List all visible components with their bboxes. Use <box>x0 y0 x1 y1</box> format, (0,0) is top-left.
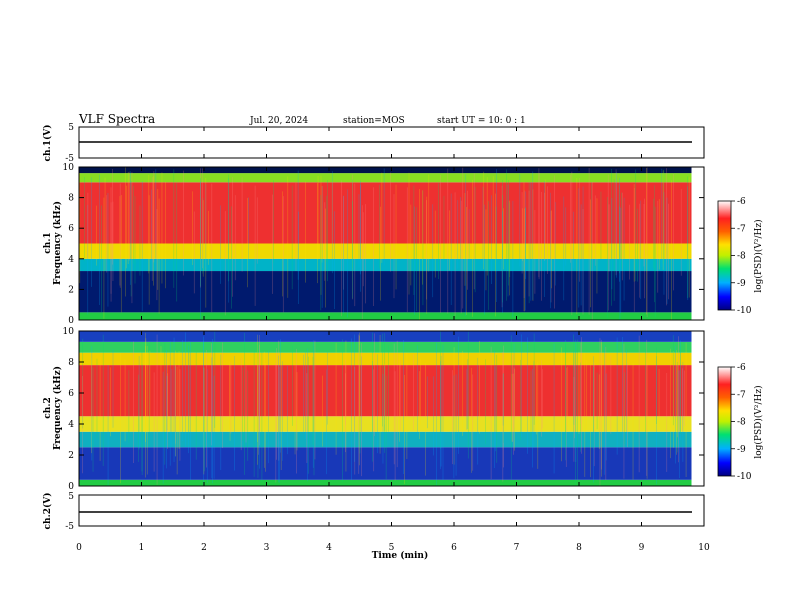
colorbar-tick-label: -7 <box>737 390 746 400</box>
ch2-voltage-ylabel: ch.2(V) <box>42 493 53 530</box>
start-time-label: start UT = 10: 0 : 1 <box>437 116 526 126</box>
y-tick-label: 0 <box>68 316 74 326</box>
x-tick-label: 2 <box>201 543 207 553</box>
colorbar-tick-label: -9 <box>737 279 746 289</box>
y-tick-label: 10 <box>63 327 75 337</box>
x-tick-label: 4 <box>326 543 332 553</box>
ch1-spectrogram-panel: 0 2 4 6 8 10 ch.1Frequency (kHz) <box>43 163 705 326</box>
x-tick-label: 6 <box>451 543 457 553</box>
colorbar-tick-label: -10 <box>737 472 752 482</box>
x-tick-label: 5 <box>389 543 395 553</box>
colorbar-tick-label: -8 <box>737 252 746 262</box>
colorbar-tick-label: -7 <box>737 224 746 234</box>
y-tick-label: 4 <box>68 255 74 265</box>
x-tick-label: 0 <box>76 543 82 553</box>
figure-title: VLF Spectra <box>78 112 155 126</box>
y-tick-label: 8 <box>68 194 74 204</box>
ch2-colorbar-label: log(PSD)(V²/Hz) <box>753 385 764 458</box>
x-tick-label: 3 <box>264 543 270 553</box>
spectrogram-band <box>79 182 692 244</box>
x-tick-label: 10 <box>698 543 710 553</box>
x-axis-label: Time (min) <box>372 550 429 561</box>
y-tick-label: 6 <box>68 224 74 234</box>
x-tick-label: 7 <box>514 543 520 553</box>
spectrogram-band <box>79 312 692 320</box>
ch2-spectrogram-panel: 0 2 4 6 8 10 ch.2Frequency (kHz) <box>43 327 705 492</box>
spectrogram-band <box>79 365 692 417</box>
spectrogram-band <box>79 416 692 432</box>
x-tick-label: 9 <box>639 543 645 553</box>
spectrogram-band <box>79 479 692 486</box>
ch1-spectrogram-ylabel: ch.1Frequency (kHz) <box>43 201 63 285</box>
colorbar-tick-label: -9 <box>737 445 746 455</box>
y-tick-label: 0 <box>68 482 74 492</box>
date-label: Jul. 20, 2024 <box>249 116 308 126</box>
spectrogram-band <box>79 173 692 183</box>
ch1-ytick-bottom: -5 <box>65 154 74 164</box>
spectrogram-band <box>79 352 692 366</box>
colorbar-tick-label: -10 <box>737 306 752 316</box>
x-tick-label: 1 <box>139 543 145 553</box>
colorbar-tick-label: -8 <box>737 418 746 428</box>
ch1-ytick-top: 5 <box>68 123 74 133</box>
spectrogram-band <box>79 271 692 313</box>
y-tick-label: 2 <box>68 451 74 461</box>
spectrogram-band <box>79 258 692 272</box>
ch1-colorbar-label: log(PSD)(V²/Hz) <box>753 219 764 292</box>
ch1-colorbar: -6 -7 -8 -9 -10 log(PSD)(V²/Hz) <box>717 197 764 316</box>
spectrogram-band <box>79 447 692 480</box>
spectrogram-band <box>79 431 692 448</box>
spectrogram-band <box>79 331 692 342</box>
ch2-ytick-bottom: -5 <box>65 522 74 532</box>
y-tick-label: 8 <box>68 358 74 368</box>
x-tick-label: 8 <box>576 543 582 553</box>
y-tick-label: 6 <box>68 389 74 399</box>
y-tick-label: 4 <box>68 420 74 430</box>
colorbar-tick-label: -6 <box>737 363 746 373</box>
ch2-colorbar: -6 -7 -8 -9 -10 log(PSD)(V²/Hz) <box>717 363 764 482</box>
spectrogram-band <box>79 341 692 353</box>
station-label: station=MOS <box>343 116 405 126</box>
ch2-spectrogram-ylabel: ch.2Frequency (kHz) <box>43 366 63 450</box>
spectrogram-band <box>79 167 692 174</box>
y-tick-label: 10 <box>63 163 75 173</box>
ch1-voltage-ylabel: ch.1(V) <box>42 125 53 162</box>
spectrogram-band <box>79 243 692 259</box>
colorbar-tick-label: -6 <box>737 197 746 207</box>
y-tick-label: 2 <box>68 285 74 295</box>
ch2-ytick-top: 5 <box>68 492 74 502</box>
